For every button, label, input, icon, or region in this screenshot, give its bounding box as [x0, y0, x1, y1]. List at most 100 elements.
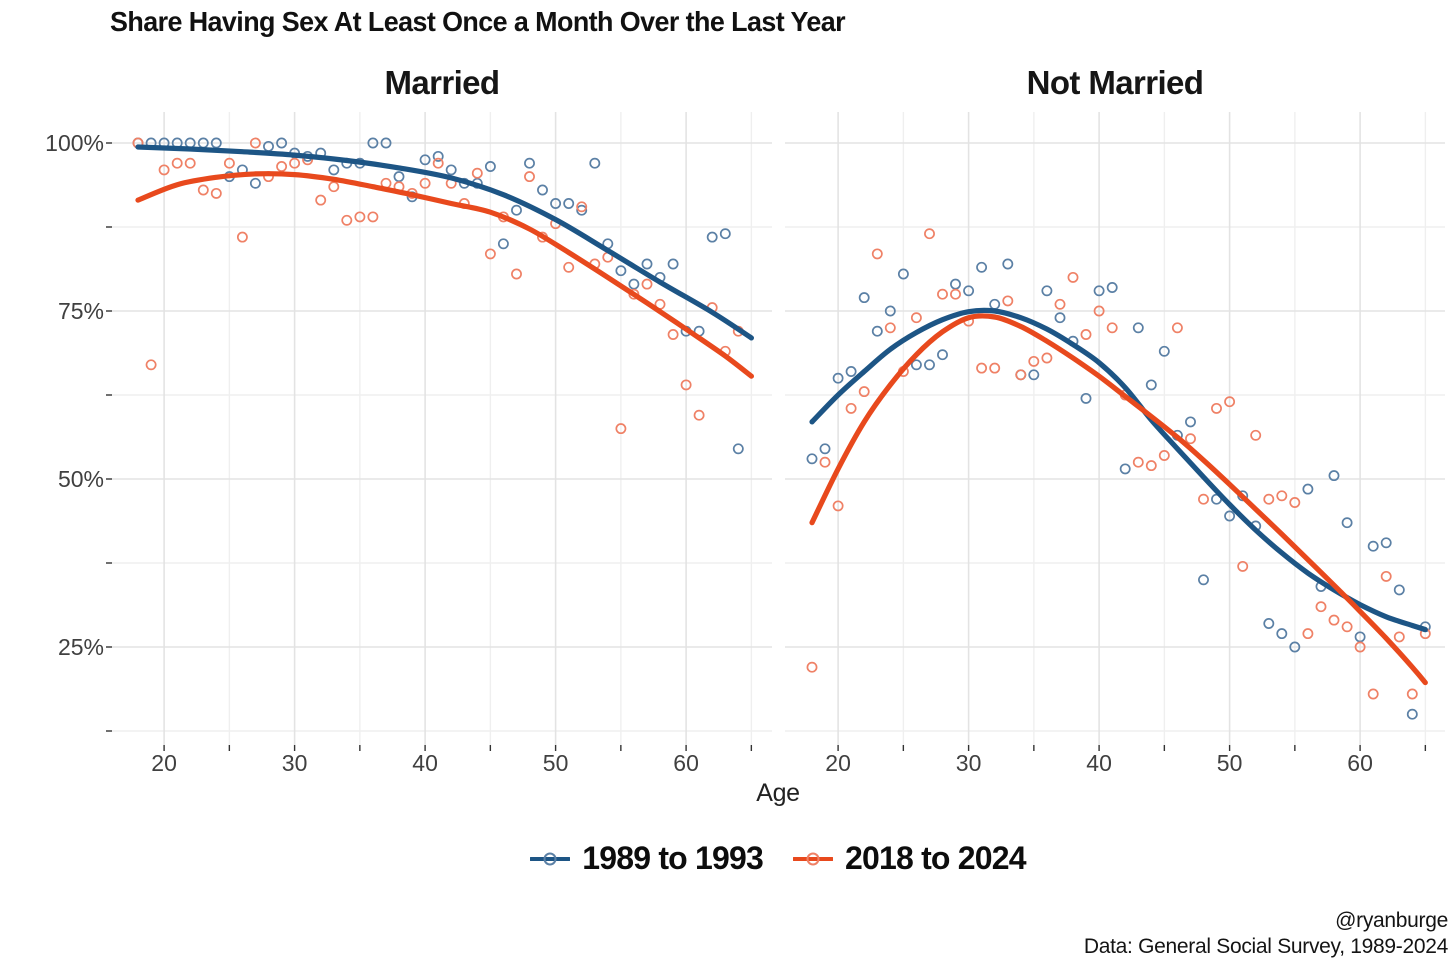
scatter-point — [328, 164, 340, 176]
scatter-point — [380, 137, 392, 149]
scatter-point — [1380, 570, 1392, 582]
captions: @ryanburge Data: General Social Survey, … — [1084, 908, 1448, 959]
scatter-point — [563, 198, 575, 209]
scatter-point — [432, 150, 444, 162]
scatter-point — [819, 443, 831, 455]
scatter-point — [1263, 618, 1275, 629]
scatter-point — [1354, 641, 1366, 653]
scatter-point — [1080, 329, 1092, 340]
scatter-point — [1354, 631, 1366, 643]
scatter-point — [1328, 614, 1340, 626]
scatter-point — [524, 157, 535, 169]
scatter-point — [1276, 628, 1288, 640]
scatter-point — [1276, 490, 1288, 502]
scatter-point — [1315, 601, 1327, 613]
scatter-point — [1393, 631, 1405, 643]
scatter-point — [924, 228, 935, 240]
x-tick-label: 40 — [412, 750, 438, 776]
trend-line-0 — [135, 144, 754, 341]
scatter-point — [471, 167, 483, 179]
scatter-point — [1380, 537, 1392, 549]
legend-item-2018-2024: 2018 to 2024 — [793, 840, 1027, 877]
scatter-point — [524, 171, 535, 183]
y-tick-label: 100% — [45, 130, 104, 156]
scatter-point — [989, 362, 1001, 374]
caption-source: Data: General Social Survey, 1989-2024 — [1083, 934, 1448, 958]
series-points-1 — [806, 228, 1431, 700]
series-points-0 — [806, 258, 1431, 720]
scatter-point — [563, 261, 575, 273]
scatter-point — [1002, 295, 1014, 307]
scatter-point — [432, 157, 444, 169]
scatter-point — [1406, 708, 1418, 720]
scatter-point — [641, 278, 653, 290]
scatter-point — [1289, 497, 1301, 508]
scatter-point — [641, 258, 653, 270]
legend-label-2018-2024: 2018 to 2024 — [845, 840, 1027, 876]
scatter-point — [589, 157, 601, 169]
scatter-point — [1328, 470, 1340, 482]
x-tick-label: 50 — [543, 750, 569, 776]
scatter-point — [550, 198, 562, 209]
scatter-point — [1367, 688, 1379, 700]
scatter-point — [1158, 345, 1170, 357]
series-points-1 — [132, 137, 744, 435]
scatter-point — [667, 258, 679, 270]
scatter-point — [1145, 379, 1157, 391]
scatter-point — [223, 157, 235, 169]
scatter-point — [1132, 456, 1144, 468]
scatter-point — [341, 214, 353, 226]
scatter-point — [249, 137, 261, 149]
caption-handle: @ryanburge — [1335, 909, 1448, 932]
scatter-point — [276, 161, 288, 172]
scatter-point — [845, 402, 857, 414]
scatter-point — [1198, 574, 1209, 586]
y-tick-label: 50% — [58, 466, 104, 492]
scatter-point — [871, 248, 883, 260]
scatter-point — [197, 184, 209, 196]
facet-panel-1: 20 30 40 50 60 — [785, 112, 1445, 776]
scatter-point — [1145, 460, 1157, 472]
scatter-point — [145, 359, 157, 371]
scatter-point — [484, 161, 496, 172]
scatter-point — [1015, 369, 1027, 381]
scatter-point — [1302, 628, 1314, 640]
scatter-point — [719, 228, 731, 240]
scatter-point — [1406, 688, 1418, 700]
scatter-point — [732, 443, 744, 455]
x-tick-label: 40 — [1086, 750, 1112, 776]
scatter-point — [393, 171, 405, 183]
scatter-point — [1054, 298, 1066, 310]
scatter-point — [806, 661, 818, 673]
scatter-point — [367, 211, 379, 223]
facet-panel-0: 20 30 40 50 60 — [112, 112, 772, 776]
scatter-point — [1106, 322, 1118, 334]
scatter-point — [976, 261, 988, 273]
scatter-point — [497, 238, 509, 250]
x-tick-label: 30 — [282, 750, 308, 776]
scatter-point — [184, 157, 196, 169]
scatter-point — [1198, 493, 1209, 505]
scatter-point — [963, 285, 975, 297]
scatter-point — [845, 366, 857, 377]
scatter-point — [367, 137, 379, 149]
x-tick-label: 20 — [151, 750, 177, 776]
scatter-point — [1041, 352, 1053, 364]
scatter-point — [289, 157, 301, 169]
x-tick-label: 30 — [956, 750, 982, 776]
scatter-point — [1367, 540, 1379, 552]
facet-title-not-married: Not Married — [1026, 64, 1204, 101]
legend-key-red-icon — [793, 852, 833, 865]
scatter-point — [158, 164, 170, 176]
facet-title-married: Married — [384, 64, 500, 101]
scatter-point — [615, 423, 627, 435]
scatter-point — [1341, 517, 1353, 529]
scatter-point — [628, 278, 640, 290]
scatter-point — [1185, 433, 1196, 445]
scatter-point — [806, 453, 818, 465]
x-tick-label: 20 — [825, 750, 851, 776]
scatter-point — [871, 325, 883, 337]
scatter-point — [210, 137, 222, 149]
scatter-point — [924, 359, 935, 371]
